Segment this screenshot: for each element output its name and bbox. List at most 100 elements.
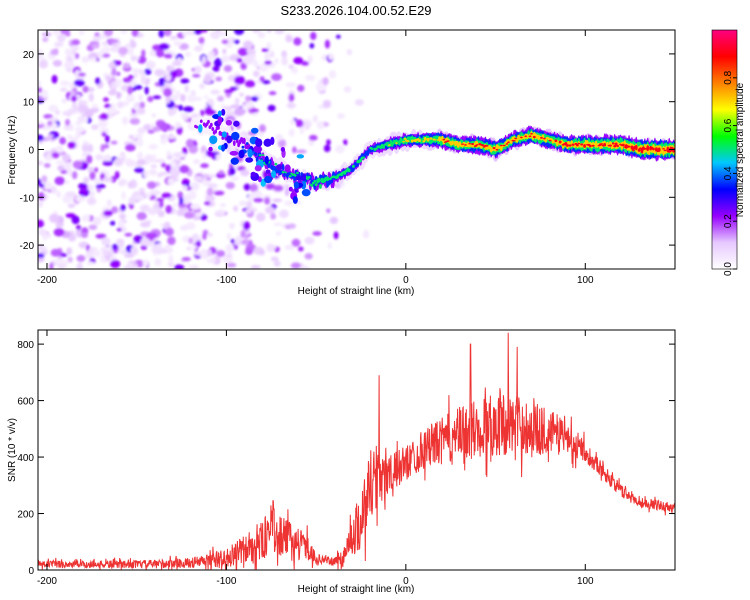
noise-blob <box>205 195 216 202</box>
noise-blob <box>321 54 328 61</box>
noise-blob <box>185 51 191 57</box>
ridge-contour <box>281 164 285 171</box>
noise-blob <box>50 185 57 194</box>
snr-x-tick-label: -100 <box>216 576 236 587</box>
noise-blob <box>212 65 220 72</box>
ridge-patch <box>245 157 254 163</box>
noise-blob <box>81 56 90 63</box>
noise-blob <box>119 213 127 220</box>
noise-blob <box>152 244 160 254</box>
noise-blob <box>167 236 176 246</box>
ridge-contour <box>657 147 661 152</box>
ridge-contour <box>530 132 533 135</box>
noise-blob <box>128 196 137 205</box>
ridge-patch <box>238 149 245 159</box>
noise-blob <box>163 87 173 97</box>
noise-blob <box>287 223 296 229</box>
ridge-patch <box>270 136 275 146</box>
ridge-patch <box>225 119 233 126</box>
spectrogram-x-ticks: -200 -100 0 100 <box>37 30 594 286</box>
noise-blob <box>192 244 197 250</box>
noise-blob <box>322 77 329 86</box>
ridge-contour <box>663 149 667 152</box>
noise-blob <box>245 95 252 102</box>
snr-y-tick-label: 800 <box>17 340 34 351</box>
noise-blob <box>269 244 277 251</box>
ridge-contour <box>505 143 509 145</box>
noise-blob <box>168 65 175 71</box>
noise-blob <box>101 53 111 58</box>
noise-blob <box>244 248 253 255</box>
noise-blob <box>149 49 159 57</box>
noise-blob <box>273 222 283 227</box>
noise-blob <box>182 31 188 37</box>
snr-plot-area <box>38 330 675 570</box>
ridge-contour <box>652 147 655 151</box>
noise-blob <box>75 195 86 202</box>
noise-blob <box>144 192 152 199</box>
ridge-contour <box>499 144 503 147</box>
noise-blob <box>266 30 273 33</box>
noise-blob <box>273 260 281 267</box>
noise-blob <box>167 177 175 186</box>
ridge-contour <box>387 144 391 146</box>
ridge-contour <box>382 144 385 149</box>
noise-blob <box>137 151 143 161</box>
ridge-patch <box>284 164 291 173</box>
noise-blob <box>234 75 245 85</box>
noise-blob <box>252 70 260 78</box>
ridge-contour <box>199 119 203 124</box>
noise-blob <box>120 30 128 34</box>
snr-y-ticks: 0 200 400 600 800 <box>17 340 675 577</box>
noise-blob <box>323 144 331 153</box>
noise-blob <box>92 103 99 109</box>
noise-blob <box>291 238 301 247</box>
noise-blob <box>134 133 143 140</box>
noise-blob <box>239 92 245 97</box>
noise-blob <box>198 36 205 44</box>
ridge-patch <box>301 189 311 197</box>
ridge-contour <box>258 154 262 157</box>
noise-blob <box>128 134 134 140</box>
noise-blob <box>193 175 203 182</box>
noise-blob <box>139 221 151 228</box>
noise-blob <box>296 149 307 154</box>
ridge-contour <box>528 135 532 138</box>
ridge-contour <box>207 119 210 124</box>
ridge-contour <box>446 140 450 142</box>
noise-blob <box>297 84 305 92</box>
noise-blob <box>103 30 114 37</box>
noise-blob <box>265 183 276 190</box>
ridge-contour <box>507 141 510 144</box>
noise-blob <box>213 58 223 68</box>
noise-blob <box>59 87 68 92</box>
noise-blob <box>275 134 283 141</box>
noise-blob <box>218 31 227 37</box>
noise-blob <box>67 141 77 149</box>
noise-blob <box>131 30 139 37</box>
noise-blob <box>202 174 209 178</box>
noise-blob <box>233 39 240 44</box>
noise-blob <box>165 204 173 214</box>
snr-series-line <box>38 332 675 570</box>
noise-blob <box>118 241 125 248</box>
noise-blob <box>259 76 265 82</box>
noise-blob <box>144 154 154 164</box>
ridge-contour <box>422 140 426 143</box>
noise-blob <box>274 57 279 64</box>
noise-blob <box>161 162 167 168</box>
noise-blob <box>75 225 82 230</box>
noise-blob <box>52 30 60 36</box>
noise-blob <box>328 69 337 79</box>
noise-blob <box>243 40 253 49</box>
noise-blob <box>281 50 288 58</box>
noise-blob <box>113 157 124 167</box>
noise-blob <box>93 177 101 185</box>
noise-blob <box>337 113 345 119</box>
noise-blob <box>42 37 49 43</box>
noise-blob <box>117 220 125 229</box>
ridge-contour <box>485 145 489 147</box>
ridge-patch <box>251 127 259 134</box>
snr-x-tick-label: 100 <box>577 576 594 587</box>
noise-blob <box>241 239 250 245</box>
